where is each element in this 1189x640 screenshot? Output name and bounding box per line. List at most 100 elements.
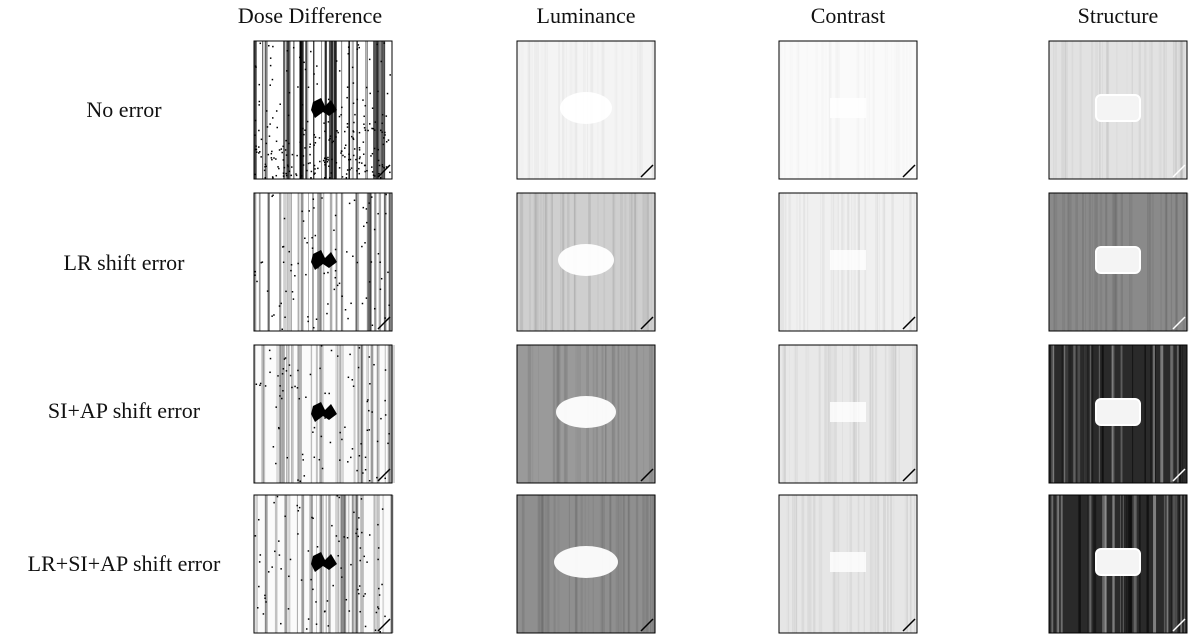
stripe <box>1163 41 1166 179</box>
speck <box>280 622 282 625</box>
stripe <box>644 495 648 633</box>
speck <box>346 123 349 125</box>
speck <box>380 417 382 420</box>
stripe <box>546 495 549 633</box>
speck <box>366 400 369 403</box>
speck <box>358 46 360 49</box>
speck <box>371 166 373 168</box>
speck <box>352 138 355 141</box>
speck <box>360 498 363 500</box>
speck <box>277 426 280 429</box>
speck <box>371 152 374 155</box>
stripe <box>362 495 364 633</box>
stripe <box>790 193 791 331</box>
speck <box>276 495 279 498</box>
speck <box>318 458 321 461</box>
stripe <box>286 193 289 331</box>
speck <box>370 155 372 157</box>
stripe <box>297 193 300 331</box>
stripe <box>913 193 915 331</box>
speck <box>353 148 356 150</box>
speck <box>275 158 277 160</box>
stripe <box>788 193 790 331</box>
speck <box>329 137 331 140</box>
stripe <box>374 193 377 331</box>
speck <box>275 140 278 143</box>
speck <box>373 363 375 366</box>
speck <box>269 64 272 67</box>
stripe <box>267 193 270 331</box>
speck <box>347 461 349 463</box>
speck <box>372 174 375 176</box>
stripe <box>1174 41 1178 179</box>
stripe <box>1063 193 1064 331</box>
stripe <box>640 41 643 179</box>
blob <box>311 552 337 572</box>
speck <box>328 139 330 141</box>
speck <box>254 148 257 151</box>
speck <box>281 397 283 400</box>
speck <box>361 245 363 248</box>
speck <box>376 476 378 479</box>
corner-mark <box>902 618 916 632</box>
speck <box>380 277 383 280</box>
speck <box>265 165 267 168</box>
speck <box>330 349 333 352</box>
stripe <box>914 345 918 483</box>
stripe <box>521 41 524 179</box>
stripe <box>787 495 790 633</box>
stripe <box>366 345 368 483</box>
stripe <box>381 41 384 179</box>
speck <box>338 115 341 118</box>
stripe <box>1160 345 1164 483</box>
speck <box>297 479 299 481</box>
stripe <box>1182 193 1185 331</box>
stripe <box>893 345 895 483</box>
speck <box>290 264 293 266</box>
speck <box>271 150 273 153</box>
speck <box>307 550 310 552</box>
speck <box>357 44 360 46</box>
speck <box>364 129 367 131</box>
speck <box>310 50 312 53</box>
speck <box>375 611 378 614</box>
speck <box>288 142 290 145</box>
speck <box>285 154 288 156</box>
stripe <box>1178 495 1180 633</box>
stripe <box>1090 495 1092 633</box>
stripe <box>355 495 358 633</box>
stripe <box>1088 495 1092 633</box>
speck <box>377 212 379 215</box>
speck <box>254 173 256 176</box>
speck <box>269 371 271 374</box>
speck <box>383 42 386 44</box>
speck <box>303 475 306 477</box>
stripe <box>1050 345 1052 483</box>
speck <box>287 114 290 117</box>
panels <box>253 40 1189 634</box>
stripe <box>872 495 874 633</box>
stripe <box>815 41 818 179</box>
speck <box>265 110 268 112</box>
stripe <box>262 41 264 179</box>
stripe <box>1150 345 1152 483</box>
stripe <box>283 41 286 179</box>
speck <box>307 618 310 620</box>
speck <box>305 628 308 630</box>
speck <box>366 429 369 432</box>
speck <box>341 295 343 297</box>
stripe <box>1073 345 1075 483</box>
stripe <box>1052 41 1054 179</box>
stripe <box>532 41 533 179</box>
speck <box>357 535 359 538</box>
stripe <box>1180 41 1182 179</box>
speck <box>254 119 257 122</box>
speck <box>299 480 302 482</box>
speck <box>368 58 371 61</box>
stripe <box>1165 41 1168 179</box>
speck <box>345 173 348 175</box>
stripe <box>374 495 376 633</box>
speck <box>340 114 342 116</box>
stripe <box>872 41 874 179</box>
stripe <box>802 495 804 633</box>
